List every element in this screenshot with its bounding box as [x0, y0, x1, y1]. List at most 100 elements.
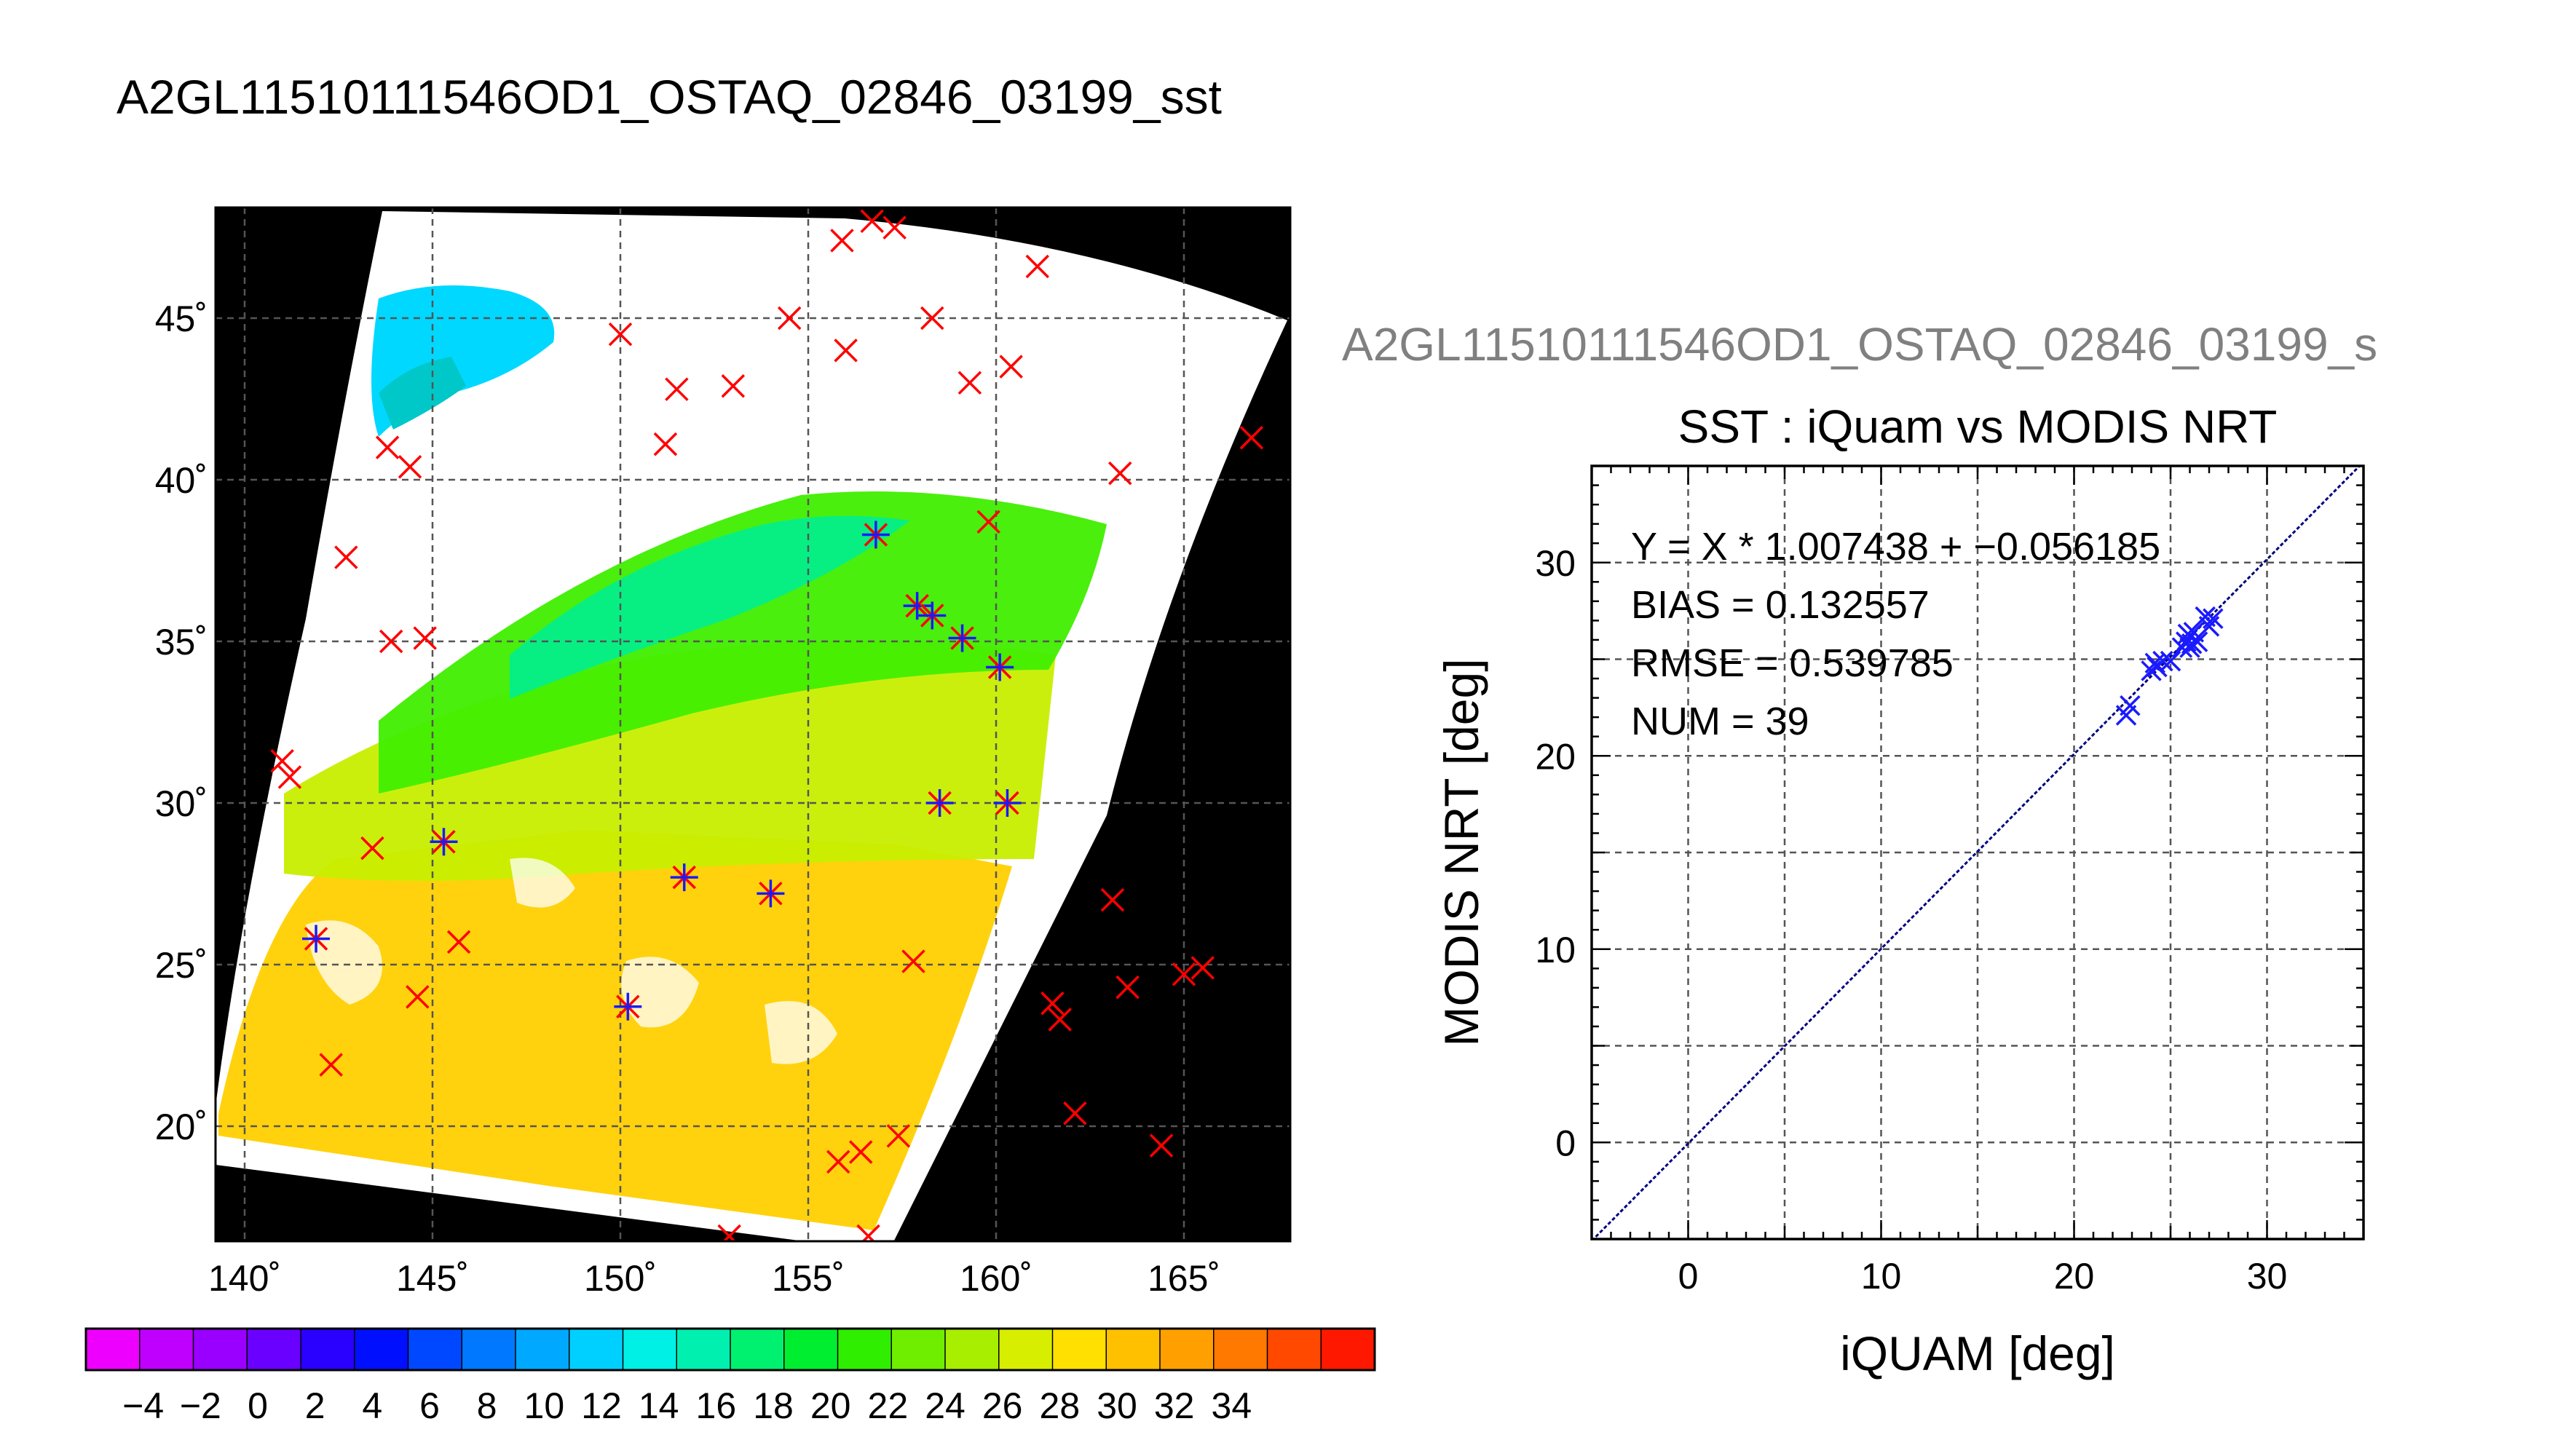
unmatched-buoy-marker	[834, 339, 858, 363]
marker-stroke	[360, 836, 384, 860]
unmatched-buoy-marker	[1040, 992, 1065, 1016]
lon-tick-label: 140˚	[208, 1258, 281, 1299]
colorbar-tick-label: 14	[639, 1385, 679, 1426]
marker-stroke	[379, 629, 403, 654]
unmatched-buoy-marker	[721, 374, 746, 398]
sst-green-region	[379, 491, 1107, 794]
unmatched-buoy-marker	[1190, 956, 1215, 980]
marker-stroke	[976, 510, 1000, 534]
marker-stroke	[882, 215, 907, 240]
marker-stroke	[1149, 1133, 1174, 1158]
unmatched-buoy-marker	[849, 1140, 873, 1164]
unmatched-buoy-marker	[777, 306, 802, 331]
colorbar-cell	[516, 1329, 570, 1370]
scatter-y-axis-label: MODIS NRT [deg]	[1434, 658, 1488, 1046]
unmatched-buoy-marker	[860, 209, 884, 234]
colorbar-cell	[354, 1329, 408, 1370]
map-gridlines	[216, 207, 1290, 1241]
x-tick-label: 0	[1678, 1256, 1699, 1297]
unmatched-buoy-marker	[375, 435, 400, 459]
colorbar-tick-label: 30	[1097, 1385, 1137, 1426]
unmatched-buoy-marker	[1239, 426, 1264, 450]
unmatched-buoy-marker	[1172, 962, 1196, 986]
unmatched-buoy-marker	[830, 229, 854, 253]
fit-line	[1592, 466, 2361, 1239]
colorbar-cell	[837, 1329, 892, 1370]
unmatched-buoy-marker	[1063, 1101, 1087, 1125]
colorbar-tick-label: 8	[477, 1385, 497, 1426]
unmatched-buoy-marker	[379, 629, 403, 654]
marker-stroke	[834, 339, 858, 363]
colorbar-cell	[998, 1329, 1053, 1370]
matched-buoy-marker	[918, 601, 947, 630]
matched-buoy-marker	[430, 828, 458, 856]
map-panel: 45˚ 40˚ 35˚ 30˚ 25˚ 20˚ 140˚ 145˚ 150˚ 1…	[155, 206, 1292, 1299]
unmatched-buoy-marker	[334, 545, 358, 569]
point-stroke	[2203, 608, 2224, 629]
marker-stroke	[957, 371, 982, 395]
unmatched-buoy-marker	[319, 1053, 343, 1077]
marker-stroke	[1239, 426, 1264, 450]
colorbar-cell	[1267, 1329, 1322, 1370]
marker-stroke	[319, 1053, 343, 1077]
colorbar-tick-label: 24	[925, 1385, 965, 1426]
unmatched-buoy-marker	[856, 1224, 880, 1241]
point-stroke	[2183, 622, 2205, 643]
colorbar-cell	[1106, 1329, 1161, 1370]
unmatched-buoy-marker	[957, 371, 982, 395]
colorbar-cell	[1160, 1329, 1215, 1370]
sst-cloud-gaps	[306, 858, 837, 1064]
marker-stroke	[901, 949, 925, 973]
x-tick-label: 20	[2054, 1256, 2095, 1297]
scatter-point	[2203, 608, 2224, 629]
marker-stroke	[999, 355, 1023, 379]
unmatched-buoy-marker	[1149, 1133, 1174, 1158]
unmatched-buoy-marker	[665, 377, 689, 401]
colorbar-cell	[730, 1329, 785, 1370]
scatter-y-tick-labels: 0 10 20 30	[1535, 543, 1576, 1164]
lat-tick-label: 45˚	[155, 298, 208, 339]
scatter-point	[2160, 650, 2181, 672]
matched-buoy-marker	[670, 863, 698, 892]
colorbar: −4 −2 0 2 4 6 8 10 12 14 16 18 20 22 24 26 28 30 32 34	[84, 1327, 1376, 1426]
lon-tick-label: 150˚	[584, 1258, 657, 1299]
scatter-point	[2187, 631, 2208, 652]
unmatched-buoy-marker	[886, 1124, 911, 1148]
y-tick-label: 20	[1535, 736, 1576, 777]
rmse-stat: RMSE = 0.539785	[1631, 641, 1954, 685]
scatter-frame	[1590, 464, 2365, 1241]
matched-buoy-marker	[614, 992, 642, 1021]
colorbar-cell	[1321, 1329, 1375, 1370]
map-lat-labels: 45˚ 40˚ 35˚ 30˚ 25˚ 20˚	[155, 298, 208, 1147]
marker-stroke	[413, 626, 437, 650]
scatter-x-axis-label: iQUAM [deg]	[1840, 1326, 2115, 1380]
marker-stroke	[920, 306, 944, 331]
unmatched-buoy-marker	[1108, 461, 1132, 486]
colorbar-cell	[945, 1329, 1000, 1370]
unmatched-buoy-marker	[277, 765, 302, 789]
marker-stroke	[653, 432, 678, 456]
marker-stroke	[446, 930, 471, 954]
matched-buoy-marker	[302, 925, 331, 953]
colorbar-cell	[891, 1329, 946, 1370]
colorbar-cells	[86, 1329, 1375, 1370]
matched-buoy-marker	[993, 789, 1022, 817]
marker-stroke	[270, 749, 294, 773]
unmatched-buoy-marker	[398, 455, 422, 479]
colorbar-tick-label: 34	[1212, 1385, 1252, 1426]
marker-stroke	[777, 306, 802, 331]
x-tick-label: 10	[1861, 1256, 1902, 1297]
colorbar-cell	[301, 1329, 355, 1370]
unmatched-buoy-marker	[920, 306, 944, 331]
matched-buoy-marker	[948, 624, 976, 652]
colorbar-cell	[676, 1329, 731, 1370]
marker-stroke	[722, 1224, 741, 1241]
colorbar-cell	[86, 1329, 141, 1370]
marker-stroke	[826, 1150, 850, 1174]
unmatched-buoy-marker	[717, 1224, 741, 1241]
unmatched-buoy-marker	[446, 930, 471, 954]
colorbar-cell	[247, 1329, 301, 1370]
marker-stroke	[1063, 1101, 1087, 1125]
marker-stroke	[665, 377, 689, 401]
y-tick-label: 0	[1555, 1123, 1576, 1163]
